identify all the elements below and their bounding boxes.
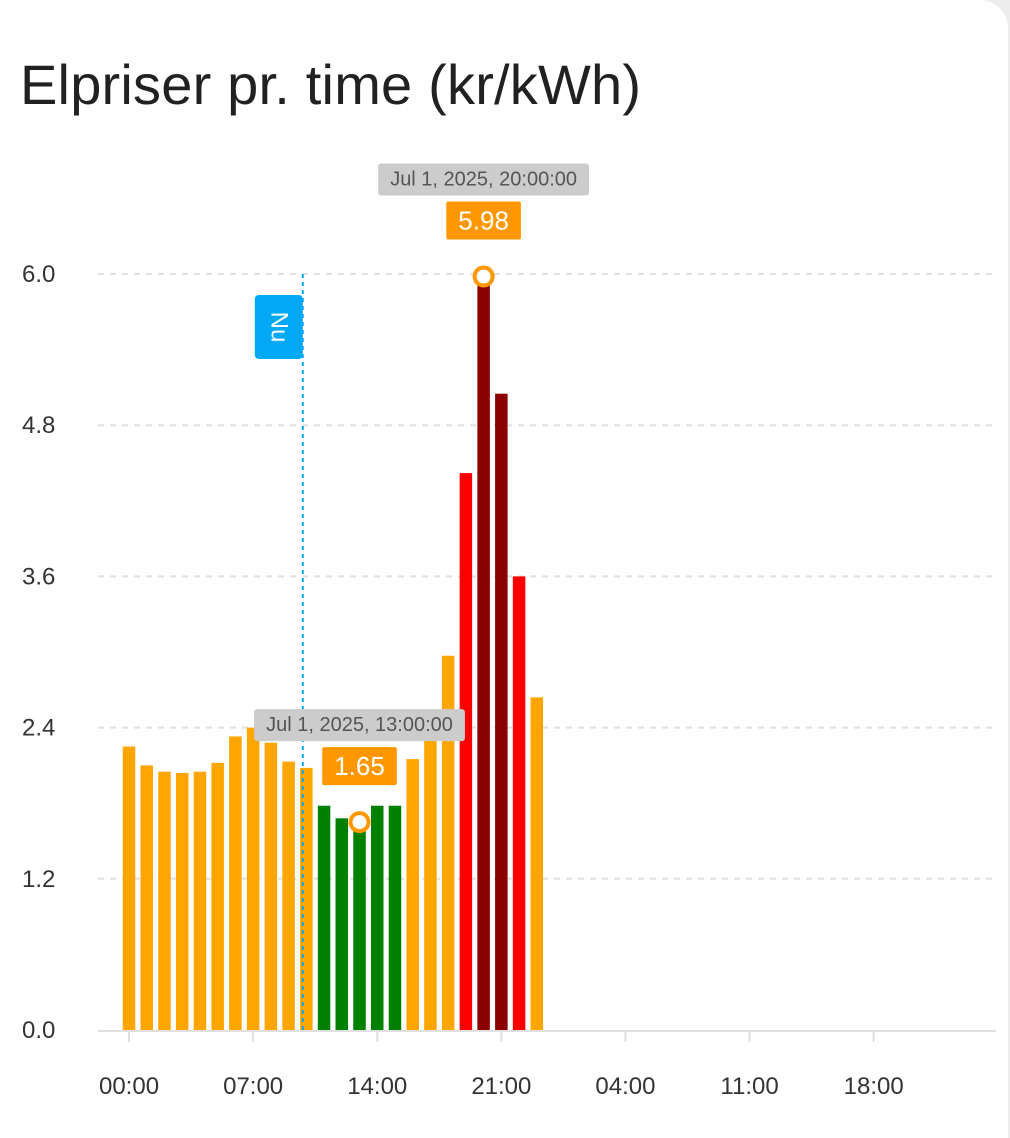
y-tick-label: 1.2	[22, 866, 55, 893]
max-time-badge	[378, 163, 590, 196]
max-annotation: 5.98 Jul 1, 2025, 20:00:00	[378, 163, 590, 288]
price-bar	[317, 805, 331, 1030]
x-tick-label: 07:00	[223, 1073, 283, 1100]
card-title: Elpriser pr. time (kr/kWh)	[20, 53, 642, 116]
y-tick-label: 4.8	[22, 412, 55, 439]
now-marker: Nu	[254, 274, 304, 1030]
price-bar	[264, 742, 278, 1030]
max-time-label: Jul 1, 2025, 20:00:00	[390, 169, 577, 191]
max-value-badge	[446, 201, 521, 240]
y-tick-label: 0.0	[22, 1017, 55, 1044]
x-tick-label: 21:00	[471, 1073, 531, 1100]
x-tick-label: 14:00	[347, 1073, 407, 1100]
min-value-label: 1.65	[334, 751, 385, 781]
price-bar	[530, 697, 544, 1030]
price-bar	[512, 576, 526, 1030]
min-point-marker	[348, 811, 371, 834]
price-bar	[406, 759, 419, 1030]
x-tick-label: 04:00	[595, 1073, 655, 1100]
x-tick-label: 00:00	[99, 1073, 159, 1100]
price-bar	[193, 771, 207, 1030]
price-bar	[282, 761, 295, 1030]
price-bar	[140, 765, 154, 1030]
price-bar	[388, 805, 402, 1030]
y-tick-label: 2.4	[22, 715, 55, 742]
min-annotation: 1.65 Jul 1, 2025, 13:00:00	[254, 709, 465, 834]
min-value-badge	[322, 747, 397, 786]
y-tick-label: 3.6	[22, 563, 55, 590]
x-axis	[98, 1030, 996, 1042]
price-bar	[175, 772, 189, 1030]
price-bar	[335, 818, 349, 1030]
min-time-badge	[254, 709, 465, 742]
max-value-label: 5.98	[458, 206, 509, 236]
price-bar	[353, 822, 366, 1030]
price-bar	[477, 276, 490, 1030]
price-bar	[229, 736, 242, 1030]
price-bar	[158, 771, 171, 1030]
price-bar	[441, 655, 455, 1030]
price-bar	[424, 713, 437, 1030]
min-time-label: Jul 1, 2025, 13:00:00	[266, 714, 453, 736]
price-bar	[459, 473, 473, 1031]
price-bar	[370, 805, 384, 1030]
price-bar	[122, 746, 136, 1030]
now-badge-label: Nu	[265, 312, 292, 343]
y-tick-label: 6.0	[22, 261, 55, 288]
price-bar	[495, 393, 508, 1030]
annotations: 5.98 Jul 1, 2025, 20:00:00 1.65 Jul 1, 2025…	[254, 163, 590, 834]
bars	[122, 276, 544, 1031]
max-point-marker	[472, 265, 495, 288]
x-tick-label: 18:00	[844, 1073, 904, 1100]
now-badge	[254, 295, 303, 359]
x-tick-label: 11:00	[720, 1073, 778, 1100]
price-bar	[211, 762, 224, 1030]
price-bar	[246, 727, 260, 1030]
x-axis-ticks: 00:00 07:00 14:00 21:00 04:00 11:00 18:00	[99, 1073, 904, 1100]
y-axis-ticks: 0.0 1.2 2.4 3.6 4.8 6.0	[22, 261, 55, 1044]
